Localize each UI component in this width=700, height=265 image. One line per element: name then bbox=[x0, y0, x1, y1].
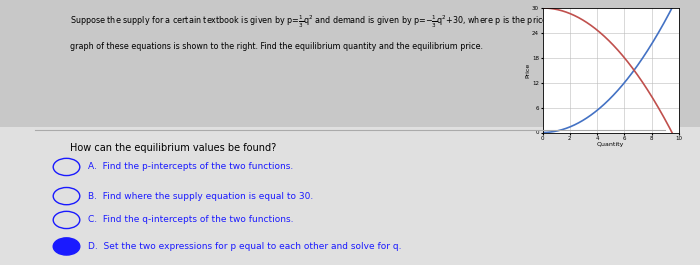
Text: graph of these equations is shown to the right. Find the equilibrium quantity an: graph of these equations is shown to the… bbox=[70, 42, 483, 51]
Text: Suppose the supply for a certain textbook is given by p=$\frac{1}{3}$q$^2$ and d: Suppose the supply for a certain textboo… bbox=[70, 13, 654, 30]
Text: A.  Find the p-intercepts of the two functions.: A. Find the p-intercepts of the two func… bbox=[88, 162, 293, 171]
Text: How can the equilibrium values be found?: How can the equilibrium values be found? bbox=[70, 143, 276, 153]
Text: B.  Find where the supply equation is equal to 30.: B. Find where the supply equation is equ… bbox=[88, 192, 313, 201]
Y-axis label: Price: Price bbox=[526, 63, 531, 78]
X-axis label: Quantity: Quantity bbox=[597, 142, 624, 147]
Ellipse shape bbox=[53, 238, 80, 255]
Text: C.  Find the q-intercepts of the two functions.: C. Find the q-intercepts of the two func… bbox=[88, 215, 293, 224]
Text: D.  Set the two expressions for p equal to each other and solve for q.: D. Set the two expressions for p equal t… bbox=[88, 242, 401, 251]
